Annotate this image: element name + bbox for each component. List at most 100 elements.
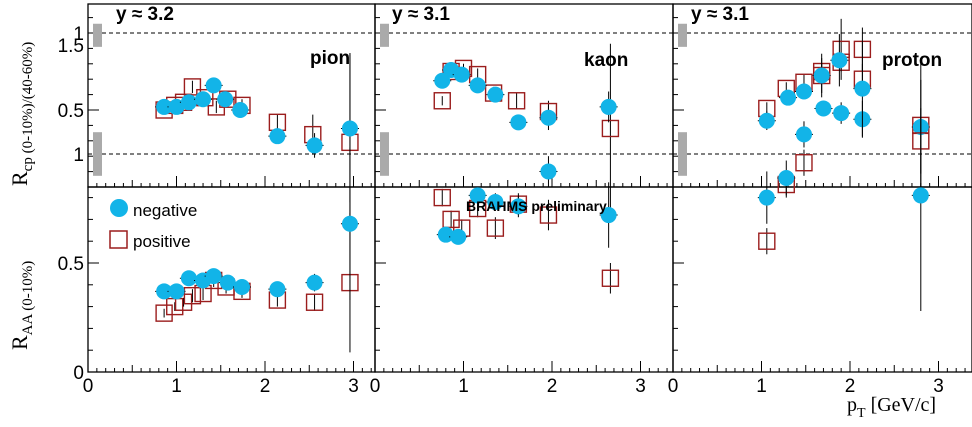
- marker-negative-raa-pion: [219, 274, 236, 291]
- legend-positive-marker: [109, 230, 128, 249]
- marker-negative-rcp-kaon: [600, 98, 617, 115]
- marker-negative-rcp-proton: [795, 83, 812, 100]
- marker-negative-raa-kaon: [450, 228, 467, 245]
- marker-negative-rcp-kaon: [469, 77, 486, 94]
- marker-negative-rcp-pion: [156, 98, 173, 115]
- marker-negative-rcp-pion: [232, 102, 249, 118]
- marker-negative-raa-pion: [269, 281, 286, 298]
- marker-negative-rcp-pion: [168, 98, 185, 115]
- marker-negative-raa-proton: [912, 187, 929, 204]
- x-tick-label-kaon: 2: [547, 376, 558, 397]
- marker-negative-raa-pion: [205, 268, 222, 285]
- systematic-band-rcp-kaon: [380, 23, 389, 47]
- marker-negative-rcp-pion: [205, 77, 222, 94]
- marker-negative-raa-pion: [168, 283, 185, 300]
- marker-negative-raa-kaon: [469, 187, 486, 204]
- marker-negative-raa-kaon: [487, 193, 504, 210]
- marker-negative-raa-proton: [831, 52, 848, 69]
- systematic-band-rcp-proton: [678, 23, 687, 47]
- particle-label-proton: proton: [882, 50, 942, 71]
- y-tick-label-raa: 1.5: [58, 36, 84, 57]
- experiment-label: BRAHMS preliminary: [466, 198, 607, 214]
- marker-positive-raa-pion: [183, 287, 202, 305]
- marker-positive-raa-proton: [758, 232, 776, 250]
- marker-negative-rcp-kaon: [434, 72, 451, 89]
- marker-positive-raa-kaon: [442, 210, 460, 229]
- legend-negative-marker: [110, 199, 128, 217]
- marker-negative-rcp-proton: [780, 89, 797, 106]
- systematic-band-raa-kaon: [380, 132, 389, 176]
- y-tick-label-raa: 1: [73, 145, 84, 166]
- rapidity-label-kaon: y ≈ 3.1: [392, 4, 450, 25]
- marker-negative-rcp-kaon: [540, 109, 557, 126]
- panel-frame-raa-proton: [672, 186, 972, 373]
- marker-negative-rcp-pion: [306, 137, 323, 154]
- x-tick-label-pion: 1: [171, 376, 182, 397]
- marker-negative-rcp-pion: [217, 91, 234, 108]
- marker-negative-rcp-kaon: [487, 86, 504, 103]
- marker-positive-rcp-pion: [183, 78, 202, 96]
- marker-negative-rcp-proton: [815, 100, 832, 117]
- marker-negative-raa-pion: [180, 270, 197, 287]
- marker-negative-raa-kaon: [600, 207, 617, 224]
- marker-negative-rcp-proton: [833, 105, 850, 122]
- marker-positive-rcp-kaon: [601, 119, 620, 138]
- marker-positive-raa-pion: [305, 293, 324, 311]
- panel-frame-rcp-proton: [672, 3, 972, 188]
- x-tick-label-pion: 0: [83, 376, 94, 397]
- marker-positive-raa-kaon: [486, 219, 505, 237]
- marker-negative-rcp-kaon: [453, 66, 470, 83]
- marker-negative-raa-pion: [306, 274, 323, 291]
- marker-negative-raa-proton: [795, 126, 812, 143]
- marker-negative-rcp-pion: [269, 128, 286, 145]
- raa-ylabel: RAA (0-10%): [7, 261, 36, 350]
- marker-negative-rcp-pion: [195, 91, 212, 108]
- y-tick-label-raa: 0.5: [58, 254, 84, 275]
- systematic-band-raa-pion: [93, 132, 102, 176]
- marker-negative-raa-pion: [156, 283, 173, 300]
- marker-negative-raa-proton: [854, 80, 871, 97]
- marker-positive-raa-proton: [795, 154, 813, 172]
- x-tick-label-kaon: 0: [370, 376, 381, 397]
- x-tick-label-kaon: 3: [635, 376, 646, 397]
- marker-negative-raa-pion: [233, 278, 250, 295]
- marker-negative-rcp-pion: [341, 120, 358, 137]
- x-tick-label-proton: 0: [668, 376, 679, 397]
- y-tick-label-raa: 0: [73, 363, 84, 384]
- marker-negative-raa-kaon: [540, 163, 557, 180]
- x-tick-label-proton: 2: [845, 376, 856, 397]
- marker-positive-raa-kaon: [539, 206, 558, 224]
- y-tick-label-rcp: 0.5: [58, 101, 84, 122]
- marks-layer: [93, 18, 930, 353]
- rapidity-label-pion: y ≈ 3.2: [116, 4, 174, 25]
- x-tick-label-proton: 3: [933, 376, 944, 397]
- marker-negative-rcp-pion: [180, 94, 197, 111]
- marker-negative-raa-kaon: [510, 198, 527, 215]
- x-tick-label-pion: 3: [348, 376, 359, 397]
- y-tick-label-rcp: 1: [73, 24, 84, 45]
- rapidity-label-proton: y ≈ 3.1: [691, 4, 749, 25]
- marker-negative-raa-proton: [778, 169, 795, 186]
- rcp-ylabel: Rcp (0-10%)/(40-60%): [7, 42, 36, 186]
- marker-positive-raa-kaon: [601, 269, 620, 287]
- x-axis-label: pT [GeV/c]: [847, 394, 936, 421]
- legend-positive-label: positive: [133, 232, 191, 251]
- marker-positive-rcp-kaon: [507, 92, 526, 110]
- systematic-band-rcp-pion: [93, 23, 102, 47]
- marker-negative-raa-proton: [758, 189, 775, 206]
- text-layer: Rcp (0-10%)/(40-60%) RAA (0-10%) pT [GeV…: [7, 4, 942, 421]
- marker-negative-raa-proton: [813, 67, 830, 84]
- marker-positive-raa-kaon: [433, 188, 451, 207]
- particle-label-kaon: kaon: [584, 50, 628, 71]
- particle-label-pion: pion: [310, 48, 350, 69]
- x-tick-label-pion: 2: [260, 376, 271, 397]
- marker-negative-raa-pion: [341, 215, 358, 232]
- panel-frame-raa-kaon: [374, 186, 674, 373]
- marker-negative-rcp-proton: [758, 112, 775, 129]
- marker-positive-raa-pion: [155, 304, 173, 322]
- marker-negative-rcp-kaon: [510, 114, 527, 131]
- x-tick-label-kaon: 1: [458, 376, 469, 397]
- marker-negative-raa-kaon: [437, 226, 454, 243]
